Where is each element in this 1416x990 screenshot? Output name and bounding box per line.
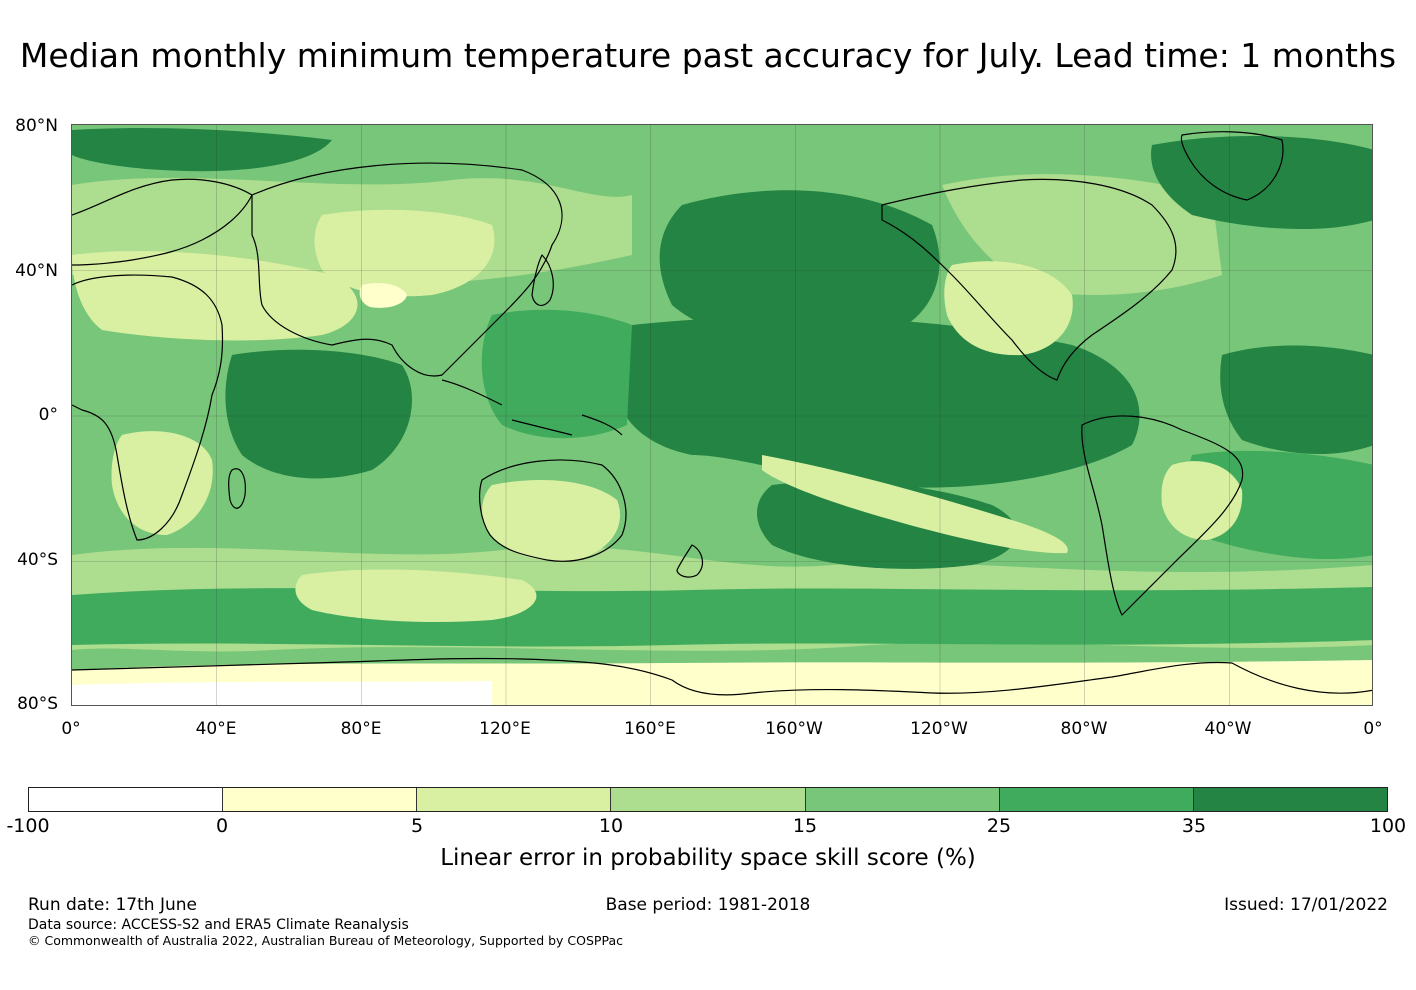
coast-south-america	[1081, 415, 1244, 616]
field-southern-africa	[111, 431, 213, 535]
lat-label-equator: 0°	[38, 405, 58, 425]
skill-map	[71, 124, 1373, 706]
colorbar-tick: -100	[6, 815, 50, 837]
field-south-america-east	[1161, 461, 1243, 540]
field-west-pacific	[481, 309, 632, 439]
coast-maritime-islands	[441, 379, 623, 436]
field-tibet-white	[359, 283, 407, 308]
colorbar	[28, 787, 1388, 812]
colorbar-segment-15-25	[805, 788, 1000, 811]
lon-label-0: 0°	[61, 719, 81, 739]
gridlines	[72, 125, 1372, 705]
lon-label-360: 0°	[1363, 719, 1383, 739]
lat-label-40s: 40°S	[17, 550, 58, 570]
colorbar-tick: 5	[410, 815, 424, 837]
lat-label-80n: 80°N	[15, 116, 58, 136]
colorbar-tick: 0	[215, 815, 229, 837]
lon-label-160e: 160°E	[624, 719, 676, 739]
coast-japan	[531, 254, 554, 307]
field-southern-ocean	[72, 587, 1372, 647]
coastlines	[72, 131, 1372, 696]
coast-australia	[479, 459, 627, 562]
run-date: Run date: 17th June	[28, 895, 197, 915]
colorbar-segment-0-5	[223, 788, 418, 811]
field-indian-ocean	[225, 349, 412, 479]
lat-label-40n: 40°N	[15, 261, 58, 281]
data-source: Data source: ACCESS-S2 and ERA5 Climate …	[28, 917, 409, 933]
field-antarctica-white	[72, 681, 492, 705]
lon-label-40e: 40°E	[195, 719, 237, 739]
coast-antarctica	[72, 657, 1372, 696]
field-north-america-east	[944, 261, 1073, 356]
field-arctic-north-atlantic	[1151, 135, 1372, 230]
lon-label-40w: 40°W	[1204, 719, 1252, 739]
coast-africa	[72, 274, 224, 541]
colorbar-label: Linear error in probability space skill …	[440, 845, 976, 871]
colorbar-segment-35-100	[1193, 788, 1387, 811]
lon-label-80w: 80°W	[1060, 719, 1108, 739]
coast-europe	[72, 178, 253, 266]
field-north-pacific	[659, 190, 940, 346]
colorbar-tick: 35	[1181, 815, 1207, 837]
field-tropical-pacific	[616, 316, 1140, 488]
colorbar-tick: 25	[986, 815, 1012, 837]
colorbar-tick: 100	[1369, 815, 1407, 837]
lon-label-120e: 120°E	[479, 719, 531, 739]
colorbar-tick: 10	[598, 815, 624, 837]
coast-asia	[251, 162, 563, 377]
colorbar-segment-neg100-0	[29, 788, 224, 811]
field-australia	[482, 480, 621, 561]
issued-date: Issued: 17/01/2022	[1224, 895, 1388, 915]
lon-label-160w: 160°W	[765, 719, 823, 739]
field-south-pacific-streak	[762, 455, 1068, 554]
colorbar-segment-25-35	[999, 788, 1194, 811]
copyright: © Commonwealth of Australia 2022, Austra…	[28, 933, 623, 948]
field-sahara-arabia	[72, 251, 358, 341]
colorbar-segment-10-15	[611, 788, 806, 811]
field-central-asia	[314, 209, 495, 297]
base-period: Base period: 1981-2018	[605, 895, 811, 915]
coast-north-america	[881, 178, 1177, 381]
lat-label-80s: 80°S	[17, 694, 58, 714]
field-southern-indian	[295, 569, 537, 622]
lon-label-80e: 80°E	[340, 719, 382, 739]
colorbar-tick: 15	[792, 815, 818, 837]
coast-new-zealand	[676, 544, 704, 578]
field-tropical-atlantic	[1220, 345, 1372, 455]
colorbar-segment-5-10	[417, 788, 612, 811]
field-arctic-siberia	[72, 128, 332, 172]
coast-greenland	[1180, 131, 1284, 201]
map-title: Median monthly minimum temperature past …	[19, 36, 1397, 75]
lon-label-120w: 120°W	[910, 719, 968, 739]
coast-madagascar	[228, 468, 246, 509]
skill-score-fields	[72, 128, 1372, 705]
